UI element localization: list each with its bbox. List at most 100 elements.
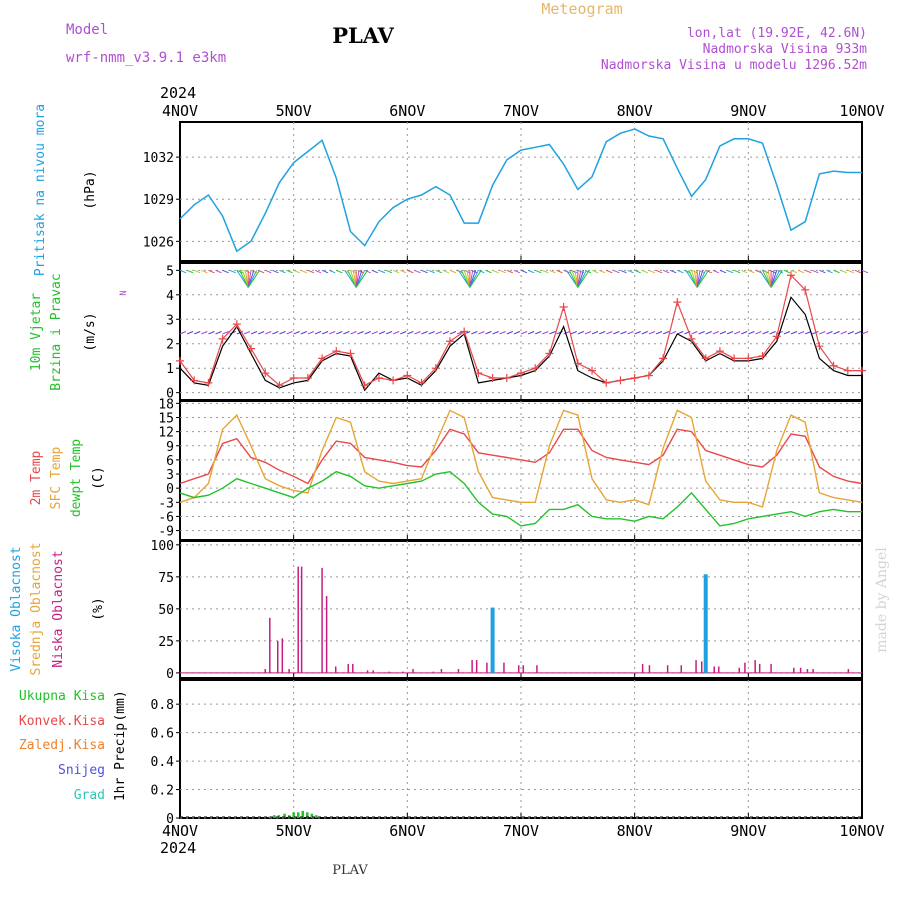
mid-cloud-title: Srednja Oblacnost <box>29 542 44 675</box>
wind-direction-arrow <box>421 269 428 274</box>
legend-total-rain: Ukupna Kisa <box>19 689 105 704</box>
legend-frozen: Zaledj.Kisa <box>19 738 105 753</box>
pressure-panel: 1026 1029 1032 <box>143 121 863 262</box>
wind-direction-arrow <box>770 270 783 288</box>
wind-direction-arrow <box>222 331 229 335</box>
temperature-ytick-label: 6 <box>166 454 174 469</box>
wind-direction-arrow <box>407 269 414 274</box>
wind-direction-arrow <box>513 331 521 335</box>
pressure-series-line <box>179 128 862 253</box>
wind-direction-arrow <box>655 331 663 335</box>
wind-direction-arrow <box>620 269 627 274</box>
wind-direction-arrow <box>812 331 819 335</box>
dewpt-title: dewpt Temp <box>69 439 84 517</box>
wind-direction-arrow <box>328 269 336 274</box>
wind-direction-arrow <box>790 331 798 335</box>
wind-direction-arrow <box>577 331 585 335</box>
wind-model-marker <box>758 351 767 360</box>
wind-direction-arrow <box>598 331 606 335</box>
wind-direction-arrow <box>442 331 450 335</box>
wind-direction-arrow <box>449 269 457 274</box>
wind-model-marker <box>673 298 682 307</box>
wind-model-marker <box>445 337 454 346</box>
temperature-ytick-label: 15 <box>158 411 174 426</box>
wind-direction-arrow <box>208 331 215 335</box>
wind-model-marker <box>488 373 497 382</box>
precipitation-ytick-label: 0.8 <box>151 698 174 713</box>
wind-direction-arrow <box>336 269 343 274</box>
high-cloud-bar <box>703 574 708 673</box>
wind-direction-arrow <box>854 331 862 335</box>
wind-model-marker <box>289 373 298 382</box>
wind-model-marker <box>730 354 739 363</box>
wind-model-marker <box>573 359 582 368</box>
wind-direction-arrow <box>549 269 556 274</box>
wind-direction-arrow <box>265 269 272 274</box>
temperature-dewpt-temp-line <box>179 470 862 527</box>
wind-direction-arrow <box>662 269 670 274</box>
wind-direction-arrow <box>194 331 201 335</box>
wind-direction-arrow <box>513 269 521 274</box>
legend-hail: Grad <box>74 788 105 803</box>
clouds-ytick-label: 100 <box>151 539 174 554</box>
top-date-axis: 4NOV 5NOV 6NOV 7NOV 8NOV 9NOV 10NOV <box>162 102 885 120</box>
wind-model-marker <box>232 320 241 329</box>
wind-direction-arrow <box>833 331 840 335</box>
wind-model-marker <box>204 378 213 387</box>
clouds-ytick-label: 25 <box>158 635 174 650</box>
wind-direction-arrow <box>861 331 869 335</box>
wind-direction-arrow <box>726 331 734 335</box>
wind-model-marker <box>502 373 511 382</box>
wind-model-marker <box>744 354 753 363</box>
wind-model-marker <box>843 366 852 375</box>
wind-direction-arrow <box>691 331 698 335</box>
wind-direction-arrow <box>435 331 442 335</box>
wind-direction-arrow <box>506 331 513 335</box>
wind-direction-arrow <box>307 331 315 335</box>
wind-direction-arrow <box>328 331 336 335</box>
wind-direction-arrow <box>741 269 748 274</box>
wind-direction-arrow <box>478 269 485 274</box>
top-date-label: 7NOV <box>503 102 539 120</box>
wind-direction-arrow <box>719 331 727 335</box>
wind-direction-arrow <box>662 331 670 335</box>
wind-direction-arrow <box>819 331 826 335</box>
wind-direction-arrow <box>414 331 421 335</box>
wind-model-marker <box>531 364 540 373</box>
wind-direction-arrow <box>186 331 194 335</box>
wind-model-marker <box>772 332 781 341</box>
precipitation-ytick-label: 0.4 <box>151 755 175 770</box>
wind-direction-arrow <box>634 331 641 335</box>
wind-direction-arrow <box>741 331 748 335</box>
wind-direction-arrow <box>378 269 386 274</box>
clouds-ytick-label: 75 <box>158 571 174 586</box>
wind-direction-arrow <box>336 331 343 335</box>
bottom-date-axis: 4NOV 5NOV 6NOV 7NOV 8NOV 9NOV 10NOV <box>162 822 885 840</box>
wind-direction-arrow <box>655 269 663 274</box>
top-date-label: 10NOV <box>839 102 884 120</box>
wind-model-marker <box>588 366 597 375</box>
pressure-ytick-label: 1026 <box>143 235 174 250</box>
wind-model-marker <box>275 381 284 390</box>
pressure-unit: (hPa) <box>83 170 98 209</box>
wind-direction-arrow <box>733 331 741 335</box>
wind-model-marker <box>360 381 369 390</box>
wind-direction-arrow <box>208 269 215 274</box>
wind-direction-arrow <box>783 269 791 274</box>
wind-direction-arrow <box>634 269 641 274</box>
wind-direction-arrow <box>577 270 590 288</box>
wind-direction-arrow <box>712 269 720 274</box>
wind-model-marker <box>176 356 184 365</box>
wind-direction-arrow <box>179 331 187 335</box>
wind-direction-arrow <box>194 269 201 274</box>
wind-direction-arrow <box>520 269 528 274</box>
wind-direction-arrow <box>833 269 840 274</box>
wind-model-marker <box>247 344 256 353</box>
wind-direction-arrow <box>300 269 307 274</box>
wind-direction-arrow <box>527 269 535 274</box>
wind-direction-arrow <box>677 331 684 335</box>
credit-watermark: made by Angel <box>874 547 890 653</box>
cloud-ylabel: Visoka Oblacnost Srednja Oblacnost Niska… <box>9 542 106 675</box>
wind-direction-arrow <box>606 269 613 274</box>
